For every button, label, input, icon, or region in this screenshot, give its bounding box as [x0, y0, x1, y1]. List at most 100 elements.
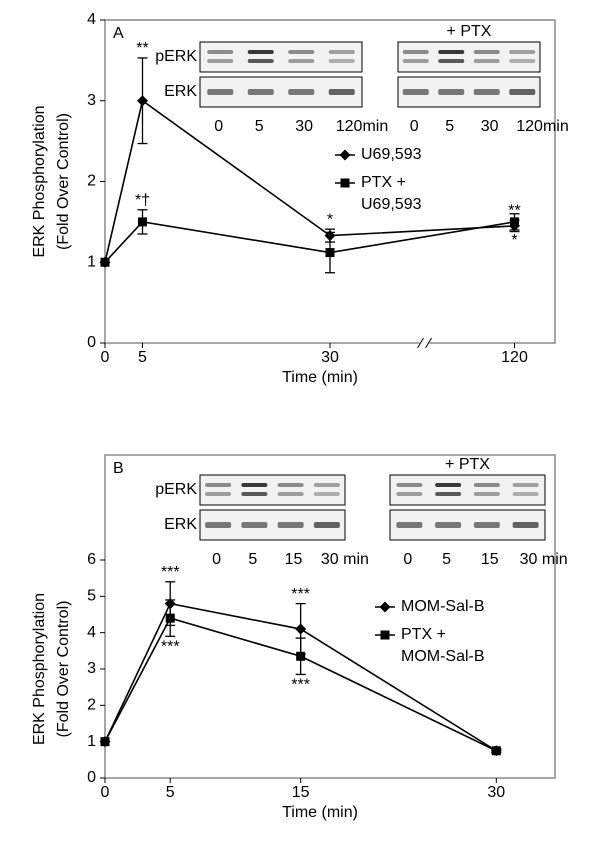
- significance-label: *: [327, 211, 333, 228]
- blot-band: [328, 50, 355, 54]
- blot-band: [313, 483, 340, 487]
- blot-band: [512, 522, 539, 528]
- marker: [100, 257, 110, 267]
- axis-break-gap: [419, 341, 430, 345]
- y-axis-label: (Fold Over Control): [55, 113, 72, 250]
- marker: [510, 217, 519, 227]
- blot-band: [473, 522, 500, 528]
- marker: [100, 737, 110, 747]
- blot-band: [241, 522, 268, 528]
- y-tick-label: 2: [87, 697, 96, 714]
- blot-band: [396, 492, 423, 496]
- blot-band: [435, 483, 462, 487]
- lane-label: 15: [481, 551, 499, 568]
- blot-band: [402, 59, 429, 63]
- lane-label: 15: [285, 551, 303, 568]
- blot-band: [473, 59, 500, 63]
- marker: [339, 149, 351, 161]
- blot-band: [277, 522, 304, 528]
- lane-label: 120min: [336, 118, 388, 135]
- blot-band: [512, 483, 539, 487]
- blot-band: [205, 483, 232, 487]
- lane-label: 5: [445, 118, 454, 135]
- blot-band: [277, 483, 304, 487]
- lane-label: 30: [481, 118, 499, 135]
- marker: [380, 630, 390, 640]
- lane-label: 30 min: [520, 551, 568, 568]
- lane-label: 120min: [516, 118, 568, 135]
- significance-label: ***: [291, 677, 310, 694]
- y-tick-label: 0: [87, 334, 96, 351]
- marker: [165, 613, 175, 623]
- legend-line-text: U69,593: [361, 196, 422, 213]
- significance-label: ***: [161, 639, 180, 656]
- blot-row-label: pERK: [155, 481, 197, 498]
- y-axis-label: ERK Phosphorylation: [31, 593, 48, 745]
- marker: [491, 746, 501, 756]
- blot-box: [199, 41, 363, 73]
- blot-band: [241, 483, 268, 487]
- series-line: [104, 221, 515, 263]
- marker: [296, 651, 306, 661]
- x-tick-label: 30: [487, 784, 505, 801]
- marker: [137, 95, 148, 107]
- y-tick-label: 4: [87, 11, 96, 28]
- blot-band: [247, 89, 274, 95]
- lane-label: 30 min: [321, 551, 369, 568]
- blot-band: [313, 492, 340, 496]
- blot-band: [207, 50, 234, 54]
- blot-band: [509, 59, 536, 63]
- blot-band: [402, 89, 429, 95]
- blot-row-label: ERK: [164, 83, 197, 100]
- panel-label: A: [113, 25, 124, 42]
- significance-label: **: [508, 202, 520, 219]
- blot-band: [247, 50, 274, 54]
- blot-band: [288, 89, 315, 95]
- y-tick-label: 1: [87, 253, 96, 270]
- blot-row-label: pERK: [155, 48, 197, 65]
- blot-band: [435, 522, 462, 528]
- panel-label: B: [113, 460, 124, 477]
- x-tick-label: 120: [501, 349, 528, 366]
- significance-label: *†: [135, 192, 150, 209]
- y-tick-label: 3: [87, 660, 96, 677]
- series-line: [104, 617, 497, 752]
- blot-band: [277, 492, 304, 496]
- axis-break: [417, 337, 424, 349]
- blot-band: [435, 492, 462, 496]
- blot-band: [288, 59, 315, 63]
- blot-band: [328, 59, 355, 63]
- blot-band: [247, 59, 274, 63]
- marker: [379, 601, 391, 613]
- x-axis-label: Time (min): [282, 369, 358, 386]
- blot-band: [473, 89, 500, 95]
- lane-label: 0: [403, 551, 412, 568]
- blot-band: [512, 492, 539, 496]
- y-tick-label: 3: [87, 92, 96, 109]
- marker: [340, 178, 350, 188]
- legend-label: PTX + MOM-Sal-B: [401, 626, 485, 665]
- x-tick-label: 0: [101, 349, 110, 366]
- blot-band: [207, 59, 234, 63]
- axis-break: [425, 337, 432, 349]
- blot-band: [207, 89, 234, 95]
- blot-band: [313, 522, 340, 528]
- blot-row-label: ERK: [164, 516, 197, 533]
- significance-label: ***: [291, 586, 310, 603]
- plot-frame: [104, 454, 556, 779]
- series-line: [104, 602, 497, 752]
- y-tick-label: 2: [87, 173, 96, 190]
- legend-label: PTX + U69,593: [361, 174, 422, 213]
- lane-label: 30: [295, 118, 313, 135]
- legend-line-text: PTX +: [361, 174, 406, 191]
- lane-label: 0: [212, 551, 221, 568]
- x-tick-label: 5: [166, 784, 175, 801]
- blot-band: [396, 522, 423, 528]
- significance-label: **: [136, 40, 148, 57]
- blot-band: [205, 522, 232, 528]
- blot-band: [241, 492, 268, 496]
- blot-band: [438, 89, 465, 95]
- marker: [325, 248, 335, 258]
- y-tick-label: 6: [87, 551, 96, 568]
